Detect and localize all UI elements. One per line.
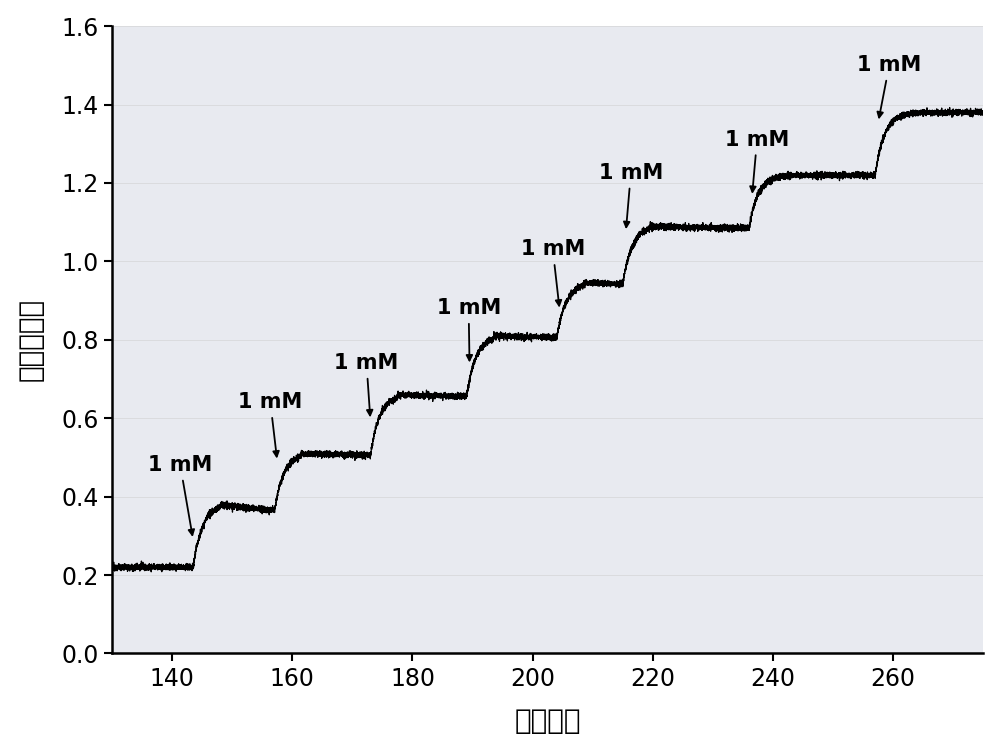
Text: 1 mM: 1 mM: [599, 163, 663, 227]
Text: 1 mM: 1 mM: [334, 353, 399, 415]
Text: 1 mM: 1 mM: [725, 129, 789, 192]
Text: 1 mM: 1 mM: [437, 299, 501, 360]
Text: 1 mM: 1 mM: [238, 393, 302, 456]
Text: 1 mM: 1 mM: [857, 55, 921, 117]
Text: 1 mM: 1 mM: [521, 239, 585, 305]
X-axis label: 时间／秒: 时间／秒: [514, 708, 581, 735]
Y-axis label: 电流／毫安: 电流／毫安: [17, 299, 45, 381]
Text: 1 mM: 1 mM: [148, 455, 212, 535]
